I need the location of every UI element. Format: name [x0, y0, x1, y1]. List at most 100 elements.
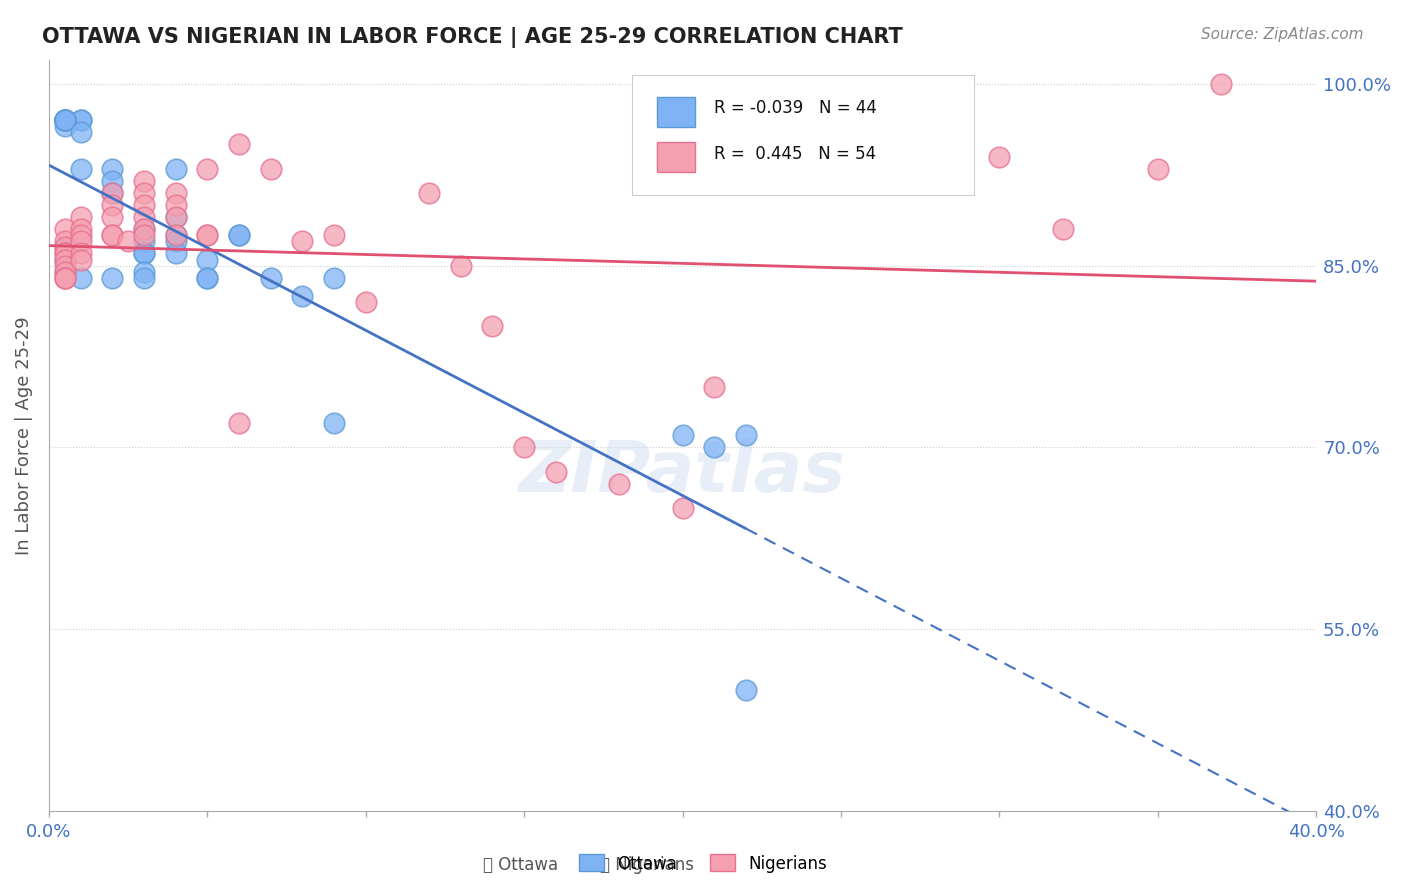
Point — [53, 259, 76, 273]
Point — [132, 235, 155, 249]
Text: R = -0.039   N = 44: R = -0.039 N = 44 — [714, 99, 877, 118]
Point — [53, 113, 76, 128]
Point — [544, 465, 567, 479]
Point — [734, 428, 756, 442]
Point — [132, 186, 155, 200]
Point — [165, 210, 187, 224]
Point — [53, 270, 76, 285]
Point — [53, 240, 76, 254]
Point — [671, 500, 693, 515]
Point — [69, 210, 91, 224]
Point — [260, 161, 283, 176]
Point — [53, 252, 76, 267]
Point — [671, 428, 693, 442]
Point — [323, 270, 346, 285]
Point — [69, 125, 91, 139]
Point — [53, 120, 76, 134]
Point — [1146, 161, 1168, 176]
Point — [132, 228, 155, 243]
Point — [228, 416, 250, 430]
Legend: Ottawa, Nigerians: Ottawa, Nigerians — [572, 847, 834, 880]
Point — [513, 440, 536, 454]
Point — [132, 265, 155, 279]
Bar — [657, 142, 695, 172]
Point — [101, 210, 124, 224]
Point — [481, 319, 503, 334]
Point — [132, 246, 155, 260]
Point — [165, 235, 187, 249]
Point — [69, 252, 91, 267]
FancyBboxPatch shape — [631, 75, 974, 194]
Text: ⬜ Nigerians: ⬜ Nigerians — [600, 856, 693, 874]
Point — [53, 265, 76, 279]
Text: OTTAWA VS NIGERIAN IN LABOR FORCE | AGE 25-29 CORRELATION CHART: OTTAWA VS NIGERIAN IN LABOR FORCE | AGE … — [42, 27, 903, 48]
Point — [69, 235, 91, 249]
Point — [165, 161, 187, 176]
Point — [988, 149, 1011, 163]
Point — [69, 113, 91, 128]
Point — [53, 252, 76, 267]
Text: ⬜ Ottawa: ⬜ Ottawa — [482, 856, 558, 874]
Point — [1209, 77, 1232, 91]
Point — [228, 228, 250, 243]
Point — [323, 416, 346, 430]
Point — [195, 228, 218, 243]
Point — [132, 246, 155, 260]
Text: R =  0.445   N = 54: R = 0.445 N = 54 — [714, 145, 876, 162]
Point — [165, 198, 187, 212]
Y-axis label: In Labor Force | Age 25-29: In Labor Force | Age 25-29 — [15, 316, 32, 555]
Point — [69, 113, 91, 128]
Point — [69, 222, 91, 236]
Point — [228, 228, 250, 243]
Point — [132, 198, 155, 212]
Point — [354, 294, 377, 309]
Point — [101, 228, 124, 243]
Point — [260, 270, 283, 285]
Point — [101, 270, 124, 285]
Point — [53, 235, 76, 249]
Point — [53, 113, 76, 128]
Point — [228, 137, 250, 152]
Text: ZIPatlas: ZIPatlas — [519, 438, 846, 508]
Point — [132, 174, 155, 188]
Point — [69, 270, 91, 285]
Point — [195, 270, 218, 285]
Point — [69, 246, 91, 260]
Point — [101, 228, 124, 243]
Point — [53, 222, 76, 236]
Point — [165, 210, 187, 224]
Point — [53, 246, 76, 260]
Point — [703, 380, 725, 394]
Point — [101, 198, 124, 212]
Point — [53, 246, 76, 260]
Text: Source: ZipAtlas.com: Source: ZipAtlas.com — [1201, 27, 1364, 42]
Point — [132, 270, 155, 285]
Point — [53, 113, 76, 128]
Point — [165, 228, 187, 243]
Point — [101, 174, 124, 188]
Point — [703, 440, 725, 454]
Point — [195, 270, 218, 285]
Point — [69, 161, 91, 176]
Point — [734, 682, 756, 697]
Bar — [657, 97, 695, 128]
Point — [132, 222, 155, 236]
Point — [291, 235, 314, 249]
Point — [195, 161, 218, 176]
Point — [53, 270, 76, 285]
Point — [291, 289, 314, 303]
Point — [101, 161, 124, 176]
Point — [53, 270, 76, 285]
Point — [53, 113, 76, 128]
Point — [101, 186, 124, 200]
Point — [195, 228, 218, 243]
Point — [165, 246, 187, 260]
Point — [165, 228, 187, 243]
Point — [53, 240, 76, 254]
Point — [53, 265, 76, 279]
Point — [165, 186, 187, 200]
Point — [1052, 222, 1074, 236]
Point — [53, 113, 76, 128]
Point — [117, 235, 139, 249]
Point — [101, 186, 124, 200]
